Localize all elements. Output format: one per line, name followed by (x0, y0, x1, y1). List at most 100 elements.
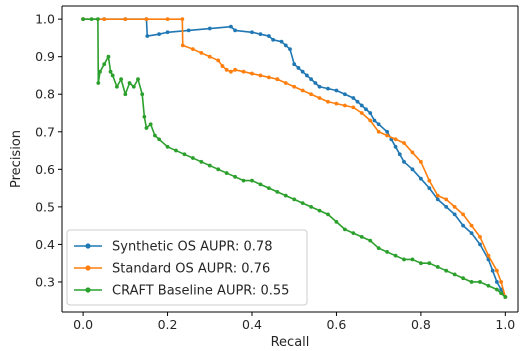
series-2-point (148, 122, 153, 127)
series-2-point (326, 212, 330, 217)
series-2-point (275, 189, 280, 194)
series-0-point (427, 186, 432, 191)
series-1-point (368, 118, 373, 123)
x-axis-label: Recall (271, 335, 310, 350)
series-2-point (292, 197, 297, 202)
y-ticks: 0.3 0.4 0.5 0.6 0.7 0.8 0.9 1.0 (35, 12, 62, 289)
series-2-point (309, 204, 314, 209)
series-2-point (499, 291, 504, 296)
series-0-point (326, 86, 330, 91)
series-0-point (410, 167, 415, 172)
series-0-point (351, 96, 356, 100)
series-2-point (98, 69, 102, 74)
series-1-point (427, 178, 432, 183)
series-1-point (199, 51, 204, 55)
series-1-point (144, 17, 149, 22)
series-2-point (461, 276, 466, 281)
y-tick-label: 0.7 (35, 124, 55, 139)
series-2-point (89, 17, 94, 22)
series-2-point (452, 272, 457, 277)
series-1-point (275, 77, 280, 82)
series-1-point (309, 92, 314, 97)
series-2-point (199, 159, 204, 164)
series-0-point (313, 81, 318, 85)
y-tick-label: 0.9 (35, 49, 55, 64)
series-2-point (102, 62, 107, 67)
series-0-point (397, 152, 402, 157)
y-tick-label: 0.4 (35, 237, 55, 252)
legend-frame (66, 229, 308, 306)
y-axis-label: Precision (9, 130, 24, 188)
series-1-point (402, 141, 406, 145)
series-2-point (418, 261, 423, 266)
series-2-point (144, 126, 149, 130)
series-2-point (368, 238, 373, 243)
series-0-point (355, 99, 360, 104)
series-0-point (317, 84, 322, 89)
series-0-point (418, 176, 423, 181)
series-2-point (174, 148, 178, 153)
series-2-point (444, 268, 449, 273)
series-2-point (114, 84, 119, 89)
legend-label: Standard OS AUPR: 0.76 (112, 262, 270, 277)
series-2-point (233, 174, 238, 179)
series-0-point (376, 122, 381, 127)
series-0-point (258, 32, 263, 37)
series-2-point (359, 235, 364, 239)
series-0-point (499, 287, 504, 292)
series-layer (81, 17, 508, 299)
series-2-point (266, 186, 271, 191)
series-2-point (402, 257, 406, 262)
series-2-point (136, 77, 140, 82)
series-1-point (190, 47, 195, 52)
series-2-point (157, 137, 162, 142)
series-2-point (131, 84, 136, 89)
legend-label: CRAFT Baseline AUPR: 0.55 (112, 284, 289, 299)
series-2-point (127, 81, 132, 85)
series-1-point (385, 133, 390, 138)
series-0-point (186, 28, 191, 33)
series-1-point (224, 67, 229, 72)
series-1-point (207, 54, 212, 59)
series-2-point (469, 280, 474, 284)
series-2-point (224, 171, 229, 175)
y-tick-label: 1.0 (35, 12, 55, 27)
series-1-point (216, 58, 221, 63)
series-1-point (376, 129, 381, 134)
series-0-point (271, 37, 276, 42)
series-1-point (250, 71, 254, 76)
series-2-point (119, 77, 124, 82)
y-tick-label: 0.8 (35, 87, 55, 102)
series-2-point (96, 81, 101, 85)
series-1-point (469, 223, 474, 228)
series-0-point (266, 34, 271, 38)
series-2 (81, 17, 508, 299)
series-0-point (283, 43, 288, 48)
series-2-point (503, 295, 508, 299)
series-1-point (444, 197, 449, 202)
series-2-point (216, 167, 221, 172)
series-0-point (296, 66, 301, 70)
y-tick-label: 0.5 (35, 199, 55, 214)
series-0-point (402, 159, 406, 164)
series-2-point (106, 54, 111, 59)
series-0-point (368, 111, 373, 115)
series-2-point (385, 250, 390, 254)
legend-swatch-marker (85, 287, 91, 293)
series-0-point (157, 32, 162, 37)
series-1-point (452, 204, 457, 209)
series-2-point (283, 193, 288, 198)
x-tick-label: 0.0 (73, 317, 93, 332)
series-1-point (102, 17, 107, 22)
series-1-point (499, 280, 504, 284)
series-1-point (461, 212, 466, 217)
x-ticks: 0.0 0.2 0.4 0.6 0.8 1.0 (73, 312, 515, 332)
series-1-point (241, 69, 246, 74)
series-0-point (364, 107, 368, 112)
series-0-point (334, 88, 339, 93)
series-2-point (95, 17, 100, 22)
series-2-point (258, 182, 263, 187)
legend: Synthetic OS AUPR: 0.78 Standard OS AUPR:… (66, 229, 308, 306)
series-1-point (410, 150, 415, 155)
series-2-point (81, 17, 86, 22)
